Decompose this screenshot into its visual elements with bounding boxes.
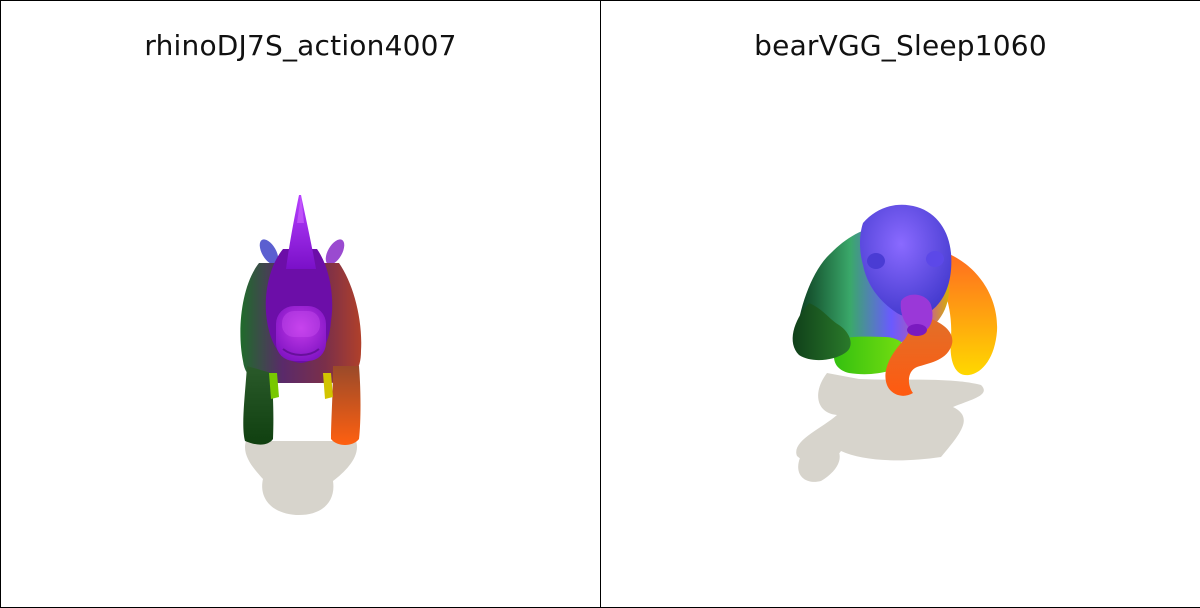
viewport-title: rhinoDJ7S_action4007 — [144, 29, 457, 62]
shadow — [796, 373, 984, 464]
bear-3d-model[interactable] — [601, 1, 1200, 607]
rhino-3d-model[interactable] — [1, 1, 600, 607]
viewport-right[interactable]: bearVGG_Sleep1060 — [601, 1, 1200, 607]
viewport-title: bearVGG_Sleep1060 — [754, 29, 1047, 62]
shadow — [244, 441, 357, 516]
viewport-left[interactable]: rhinoDJ7S_action4007 — [1, 1, 600, 607]
